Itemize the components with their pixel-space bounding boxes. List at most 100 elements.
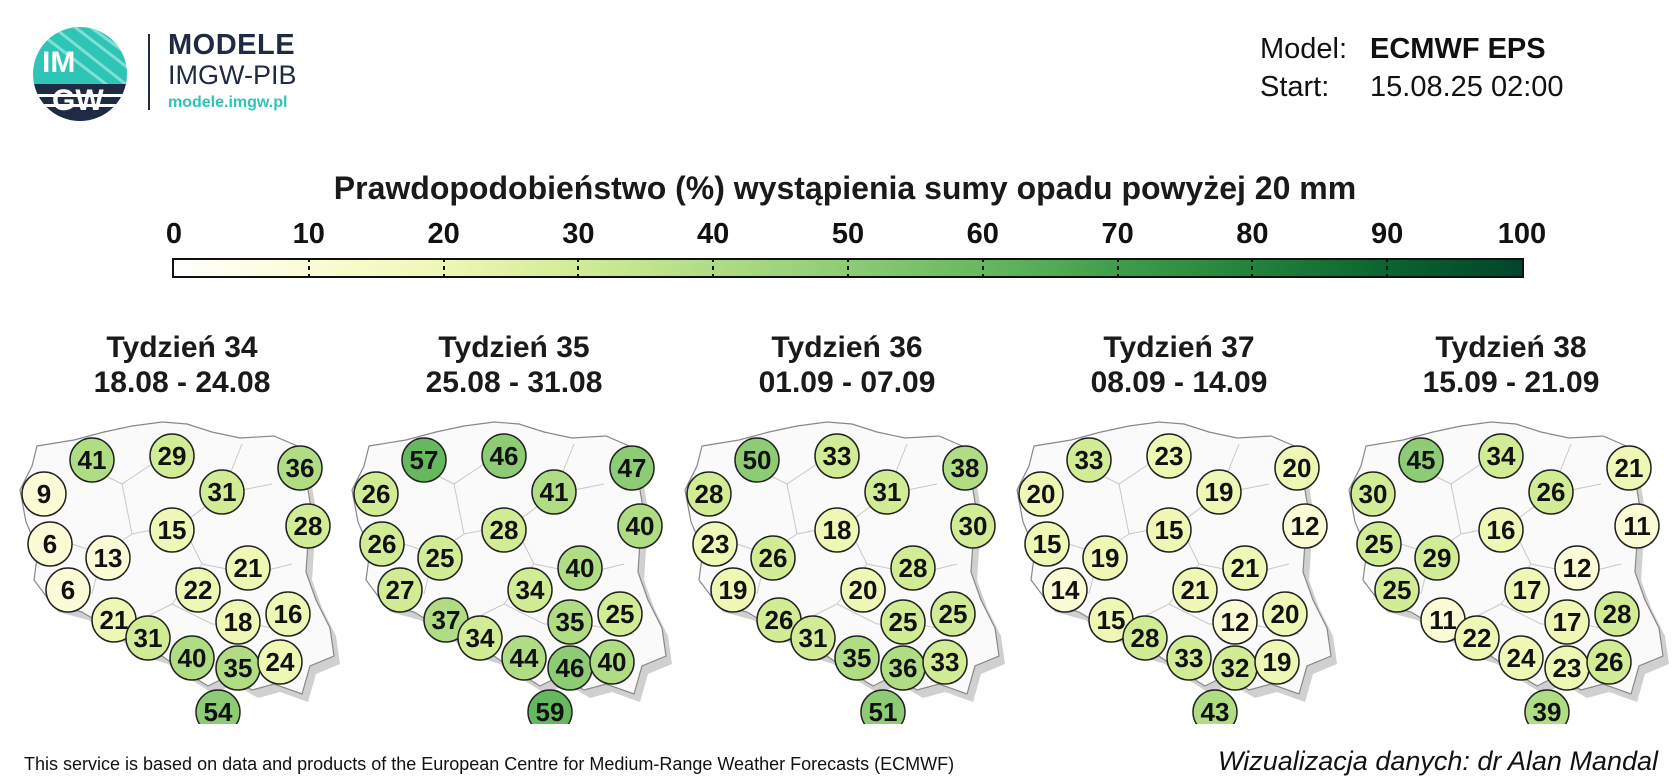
week-header: Tydzień 35 25.08 - 31.08	[364, 330, 664, 400]
colorbar-tick-label: 60	[966, 218, 999, 250]
colorbar-tick-mark	[307, 258, 310, 278]
region-value-label: 33	[931, 647, 960, 677]
colorbar-tick-label: 40	[697, 218, 730, 250]
region-value-circle	[930, 591, 976, 637]
region-value-label: 15	[1155, 515, 1184, 545]
region-value-circle	[27, 521, 73, 567]
region-value-marker: 31	[199, 469, 245, 515]
region-value-marker: 40	[169, 635, 215, 681]
region-value-circle	[257, 639, 303, 685]
region-value-circle	[527, 689, 573, 724]
colorbar-tick-labels: 0 10 20 30 40 50 60 70 80 90 100	[0, 218, 1680, 258]
region-value-label: 28	[1603, 599, 1632, 629]
region-value-label: 26	[368, 529, 397, 559]
region-value-marker: 29	[149, 433, 195, 479]
region-value-marker: 46	[547, 645, 593, 691]
region-value-label: 19	[1091, 543, 1120, 573]
region-value-marker: 25	[597, 591, 643, 637]
region-value-label: 11	[1623, 511, 1651, 541]
region-value-label: 35	[843, 643, 872, 673]
region-value-circle	[617, 503, 663, 549]
week-header: Tydzień 37 08.09 - 14.09	[1029, 330, 1329, 400]
region-value-marker: 29	[1414, 535, 1460, 581]
imgw-logo-icon: IM GW	[33, 27, 127, 121]
brand-url[interactable]: modele.imgw.pl	[168, 94, 288, 111]
region-value-circle	[417, 535, 463, 581]
map-title: Prawdopodobieństwo (%) wystąpienia sumy …	[333, 170, 1357, 206]
region-value-marker: 21	[91, 597, 137, 643]
brand: MODELE IMGW-PIB modele.imgw.pl	[168, 30, 297, 114]
colorbar-tick-mark	[1251, 258, 1254, 278]
region-value-circle	[1478, 433, 1524, 479]
region-value-marker: 13	[85, 535, 131, 581]
region-value-marker: 39	[1524, 689, 1570, 724]
region-value-label: 15	[1097, 605, 1126, 635]
region-value-circle	[1586, 639, 1632, 685]
brand-divider	[148, 34, 150, 110]
region-value-label: 26	[1595, 647, 1624, 677]
region-value-marker: 25	[1356, 521, 1402, 567]
region-value-marker: 21	[225, 545, 271, 591]
region-value-marker: 28	[890, 545, 936, 591]
region-value-circle	[1254, 639, 1300, 685]
region-value-label: 25	[1365, 529, 1394, 559]
region-value-marker: 59	[527, 689, 573, 724]
region-value-circle	[1350, 471, 1396, 517]
region-value-marker: 41	[531, 469, 577, 515]
colorbar-tick-label: 10	[292, 218, 325, 250]
region-value-marker: 6	[27, 521, 73, 567]
region-value-circle	[609, 445, 655, 491]
region-value-marker: 16	[1478, 507, 1524, 553]
region-value-circle	[1166, 635, 1212, 681]
region-value-label: 26	[765, 605, 794, 635]
region-value-circle	[1356, 521, 1402, 567]
region-value-circle	[840, 567, 886, 613]
region-value-label: 31	[799, 623, 828, 653]
region-value-label: 15	[1033, 529, 1062, 559]
colorbar-tick-label: 80	[1236, 218, 1269, 250]
region-value-label: 34	[516, 575, 545, 605]
region-value-label: 57	[410, 445, 439, 475]
region-value-circle	[1066, 437, 1112, 483]
region-value-label: 12	[1563, 553, 1592, 583]
region-value-label: 40	[598, 647, 627, 677]
region-value-marker: 23	[1544, 645, 1590, 691]
region-value-label: 34	[1487, 441, 1516, 471]
region-value-circle	[225, 545, 271, 591]
region-value-marker: 54	[195, 689, 241, 724]
region-value-circle	[790, 615, 836, 661]
week-title: Tydzień 36	[771, 331, 923, 364]
region-value-circle	[1524, 689, 1570, 724]
colorbar-tick-mark	[1116, 258, 1119, 278]
region-value-circle	[750, 535, 796, 581]
region-value-label: 21	[100, 605, 129, 635]
region-value-circle	[501, 635, 547, 681]
svg-text:IM: IM	[42, 46, 75, 79]
colorbar-tick-mark	[442, 258, 445, 278]
colorbar-tick-mark	[577, 258, 580, 278]
region-value-circle	[215, 599, 261, 645]
region-value-label: 28	[294, 511, 323, 541]
region-value-label: 47	[618, 453, 647, 483]
region-value-circle	[1146, 507, 1192, 553]
region-value-label: 33	[1175, 643, 1204, 673]
region-value-label: 31	[873, 477, 902, 507]
region-value-marker: 44	[501, 635, 547, 681]
region-value-marker: 15	[1146, 507, 1192, 553]
region-value-label: 34	[466, 623, 495, 653]
region-value-circle	[507, 567, 553, 613]
region-value-marker: 19	[710, 567, 756, 613]
region-value-circle	[557, 545, 603, 591]
region-value-circle	[1594, 591, 1640, 637]
region-value-label: 19	[1263, 647, 1292, 677]
colorbar-tick-label: 90	[1371, 218, 1404, 250]
region-value-marker: 26	[353, 471, 399, 517]
region-value-marker: 20	[1262, 591, 1308, 637]
region-value-label: 50	[743, 445, 772, 475]
region-value-label: 51	[869, 697, 898, 724]
colorbar-tick-mark	[712, 258, 715, 278]
colorbar-tick-mark	[981, 258, 984, 278]
region-value-circle	[1262, 591, 1308, 637]
region-value-marker: 46	[481, 433, 527, 479]
